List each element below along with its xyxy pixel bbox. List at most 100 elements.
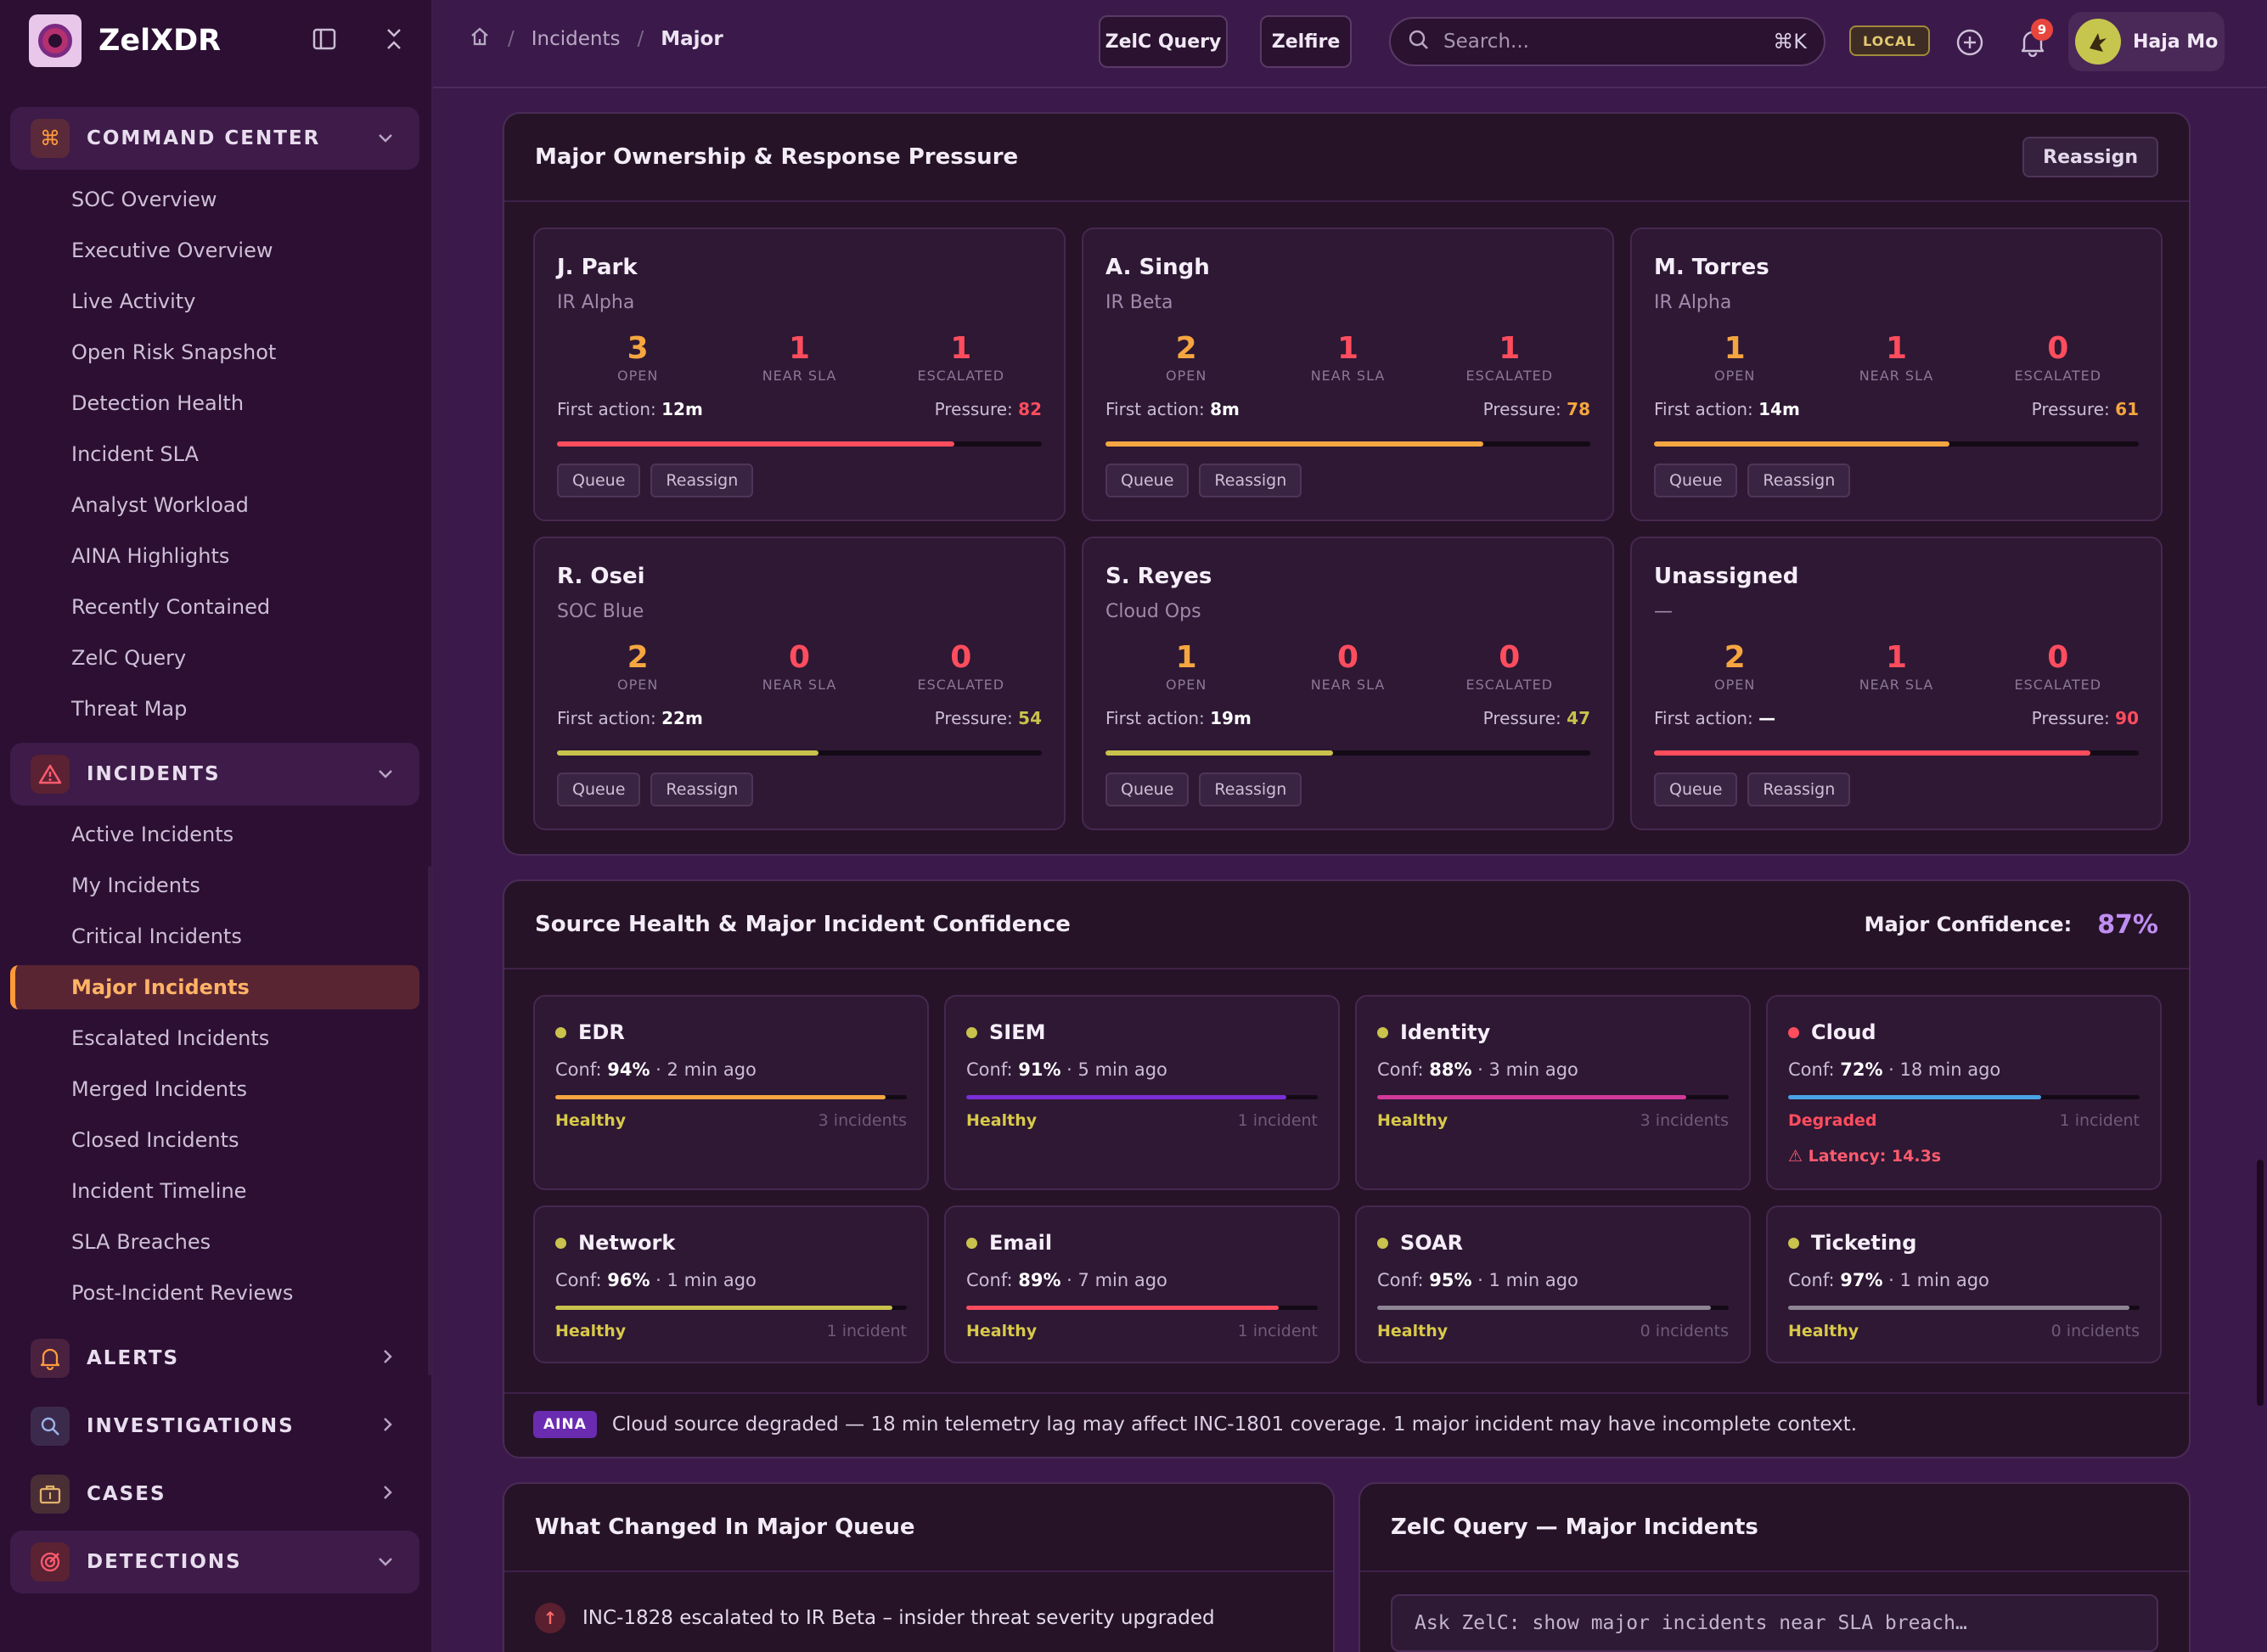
stat-escalated-value: 0 [2047,331,2069,366]
card-reassign-button[interactable]: Reassign [1199,464,1302,497]
sidebar-item-open-risk-snapshot[interactable]: Open Risk Snapshot [71,340,277,364]
sidebar-item-critical-incidents[interactable]: Critical Incidents [71,924,242,948]
sidebar-item-zelc-query[interactable]: ZelC Query [71,646,187,670]
section-label: DETECTIONS [87,1551,242,1573]
ownership-panel: Major Ownership & Response Pressure Reas… [503,112,2191,856]
status-dot-icon [1377,1026,1388,1038]
first-action: First action: 8m [1105,399,1240,419]
incident-count: 3 incidents [818,1111,907,1130]
sidebar-section-cases[interactable]: CASES [10,1463,419,1526]
sidebar-item-incident-timeline[interactable]: Incident Timeline [71,1179,247,1203]
source-name-text: EDR [578,1020,625,1044]
stat-near-sla: 1 NEAR SLA [718,332,880,385]
stat-escalated-label: ESCALATED [1465,368,1554,384]
sidebar-section-incidents[interactable]: INCIDENTS [10,743,419,806]
queue-button[interactable]: Queue [1654,773,1738,806]
stat-near-sla-label: NEAR SLA [1859,677,1934,693]
owner-name: J. Park [557,255,638,280]
confidence-bar-fill [555,1095,886,1099]
sidebar-item-executive-overview[interactable]: Executive Overview [71,239,273,262]
queue-button[interactable]: Queue [1105,464,1190,497]
changed-text: INC-1828 escalated to IR Beta – insider … [582,1607,1215,1629]
search-placeholder: Search... [1443,31,1529,53]
sidebar-section-investigations[interactable]: INVESTIGATIONS [10,1395,419,1458]
queue-button[interactable]: Queue [557,464,641,497]
card-reassign-button[interactable]: Reassign [1199,773,1302,806]
source-health-title: Source Health & Major Incident Confidenc… [535,912,1071,937]
sidebar-scrollbar[interactable] [428,866,431,1375]
toggle-sidebar-icon[interactable] [309,24,340,54]
pressure-label: Pressure: [934,399,1013,419]
pressure: Pressure: 90 [2032,708,2139,728]
zelc-query-panel: ZelC Query — Major Incidents Ask ZelC: s… [1359,1482,2191,1652]
brand[interactable]: ZelXDR [29,14,221,68]
stat-escalated: 0 ESCALATED [1977,331,2139,385]
reassign-button[interactable]: Reassign [2022,137,2158,177]
sidebar-item-my-incidents[interactable]: My Incidents [71,874,200,897]
sidebar-item-aina-highlights[interactable]: AINA Highlights [71,544,230,568]
zelfire-button[interactable]: Zelfire [1260,15,1352,68]
warning-icon [31,755,70,794]
sidebar-item-threat-map[interactable]: Threat Map [71,697,188,721]
confidence-bar-fill [1377,1306,1712,1310]
sidebar-item-analyst-workload[interactable]: Analyst Workload [71,493,249,517]
source-name-text: Network [578,1231,676,1255]
sidebar-item-closed-incidents[interactable]: Closed Incidents [71,1128,239,1152]
zelc-query-input[interactable]: Ask ZelC: show major incidents near SLA … [1391,1594,2158,1652]
sidebar-item-incident-sla[interactable]: Incident SLA [71,442,199,466]
queue-button[interactable]: Queue [557,773,641,806]
sidebar-section-detections[interactable]: DETECTIONS [10,1531,419,1593]
stat-escalated-value: 0 [1499,640,1521,675]
sidebar-item-merged-incidents[interactable]: Merged Incidents [71,1077,248,1101]
add-icon[interactable] [1953,25,1987,59]
sidebar-section-command-center[interactable]: ⌘ COMMAND CENTER [10,107,419,170]
stat-near-sla: 1 NEAR SLA [1815,641,1977,694]
pressure-bar-fill [1654,441,1950,447]
source-confidence: Conf: 94% · 2 min ago [555,1059,757,1080]
card-reassign-button[interactable]: Reassign [650,773,754,806]
sidebar-item-escalated-incidents[interactable]: Escalated Incidents [71,1026,270,1050]
stat-escalated: 0 ESCALATED [1977,641,2139,694]
sidebar-item-recently-contained[interactable]: Recently Contained [71,595,271,619]
source-grid: EDR Conf: 94% · 2 min ago Healthy 3 inciden… [533,995,2163,1363]
collapse-sidebar-icon[interactable] [379,24,409,54]
stat-escalated-value: 1 [1499,331,1521,366]
sidebar-item-active-incidents[interactable]: Active Incidents [71,823,234,846]
status-badge: Healthy [1377,1111,1449,1130]
sidebar-section-alerts[interactable]: ALERTS [10,1327,419,1390]
queue-button[interactable]: Queue [1105,773,1190,806]
sidebar-item-soc-overview[interactable]: SOC Overview [71,188,217,211]
user-menu[interactable]: Haja Mo [2068,12,2225,71]
first-action-label: First action: [557,399,656,419]
stat-near-sla-label: NEAR SLA [762,368,837,384]
card-reassign-button[interactable]: Reassign [1747,773,1851,806]
first-action: First action: — [1654,708,1775,728]
breadcrumb-incidents[interactable]: Incidents [531,28,621,50]
card-reassign-button[interactable]: Reassign [1747,464,1851,497]
sidebar-item-detection-health[interactable]: Detection Health [71,391,245,415]
search-icon [1408,29,1430,54]
page-scrollbar[interactable] [2257,1160,2264,1406]
section-label: INCIDENTS [87,763,221,785]
card-reassign-button[interactable]: Reassign [650,464,754,497]
owner-card: A. Singh IR Beta 2 OPEN 1 NEAR SLA 1 ESCALATED F… [1082,228,1614,521]
what-changed-title: What Changed In Major Queue [535,1514,915,1540]
sidebar-item-post-incident-reviews[interactable]: Post-Incident Reviews [71,1281,294,1305]
pressure-value: 82 [1018,399,1042,419]
search-input[interactable]: Search... ⌘K [1389,17,1825,66]
stat-open-value: 1 [1724,331,1746,366]
sidebar-item-major-incidents[interactable]: Major Incidents [10,965,419,1009]
home-icon[interactable] [469,25,491,53]
sidebar-item-sla-breaches[interactable]: SLA Breaches [71,1230,211,1254]
chevron-down-icon [377,764,394,784]
source-confidence: Conf: 95% · 1 min ago [1377,1270,1578,1290]
zelc-query-button[interactable]: ZelC Query [1099,15,1228,68]
breadcrumb-separator: / [508,28,515,50]
stat-escalated: 1 ESCALATED [1429,331,1590,385]
sidebar-item-live-activity[interactable]: Live Activity [71,289,196,313]
list-item[interactable]: ↑ INC-1828 escalated to IR Beta – inside… [535,1603,1215,1633]
pressure-bar-fill [1105,441,1484,447]
major-confidence-value: 87% [2097,909,2158,940]
stat-open: 2 OPEN [1105,332,1267,385]
queue-button[interactable]: Queue [1654,464,1738,497]
